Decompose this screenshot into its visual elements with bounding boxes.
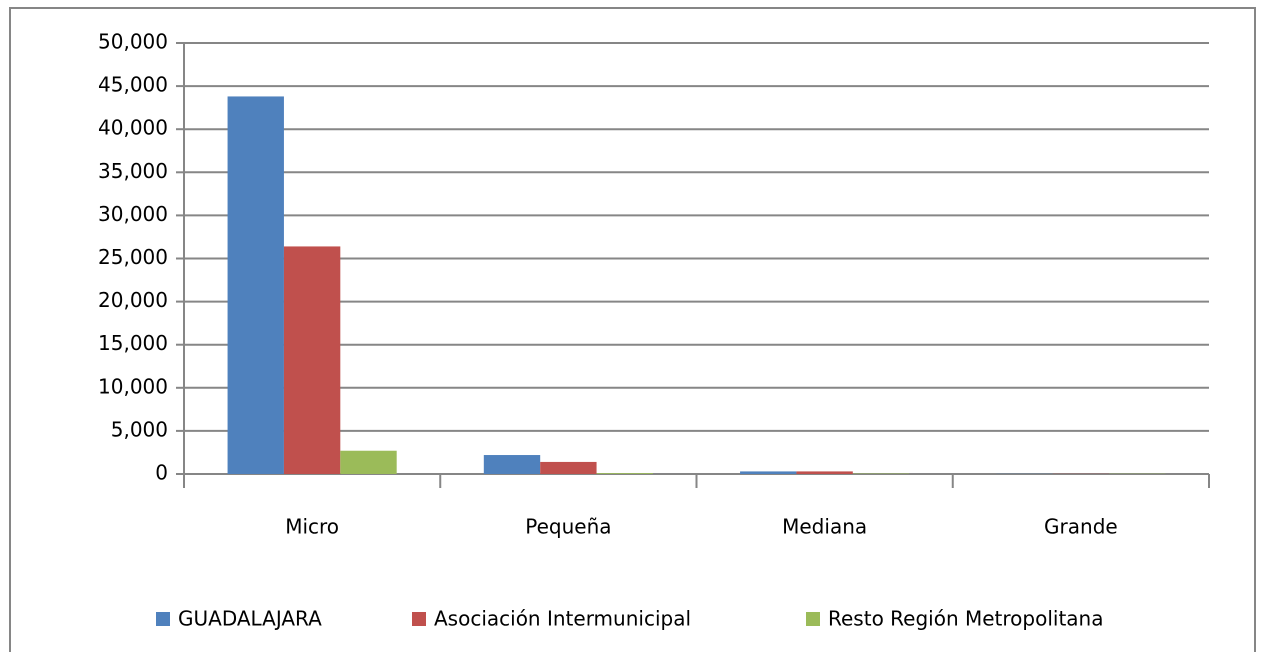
bar — [228, 96, 284, 474]
bar — [740, 471, 796, 474]
y-tick-label: 0 — [155, 461, 168, 485]
bar — [284, 246, 340, 474]
y-tick-label: 15,000 — [98, 331, 168, 355]
bar — [484, 455, 540, 474]
y-tick-label: 40,000 — [98, 116, 168, 140]
x-tick-label: Pequeña — [525, 515, 611, 539]
legend-label: GUADALAJARA — [178, 607, 322, 631]
y-tick-label: 20,000 — [98, 288, 168, 312]
bar — [597, 473, 653, 474]
y-tick-label: 45,000 — [98, 73, 168, 97]
y-tick-label: 5,000 — [111, 417, 168, 441]
y-tick-label: 35,000 — [98, 159, 168, 183]
legend-label: Resto Región Metropolitana — [828, 607, 1103, 631]
y-tick-label: 10,000 — [98, 374, 168, 398]
legend-swatch — [156, 612, 170, 626]
x-tick-label: Grande — [1044, 515, 1118, 539]
y-tick-label: 30,000 — [98, 202, 168, 226]
y-tick-label: 25,000 — [98, 245, 168, 269]
bar — [796, 471, 852, 474]
legend-swatch — [412, 612, 426, 626]
bar — [340, 451, 396, 474]
x-tick-label: Mediana — [782, 515, 867, 539]
chart-frame — [10, 8, 1255, 652]
legend-swatch — [806, 612, 820, 626]
x-tick-label: Micro — [285, 515, 339, 539]
legend-label: Asociación Intermunicipal — [434, 607, 691, 631]
y-tick-label: 50,000 — [98, 30, 168, 54]
bar — [540, 462, 596, 474]
